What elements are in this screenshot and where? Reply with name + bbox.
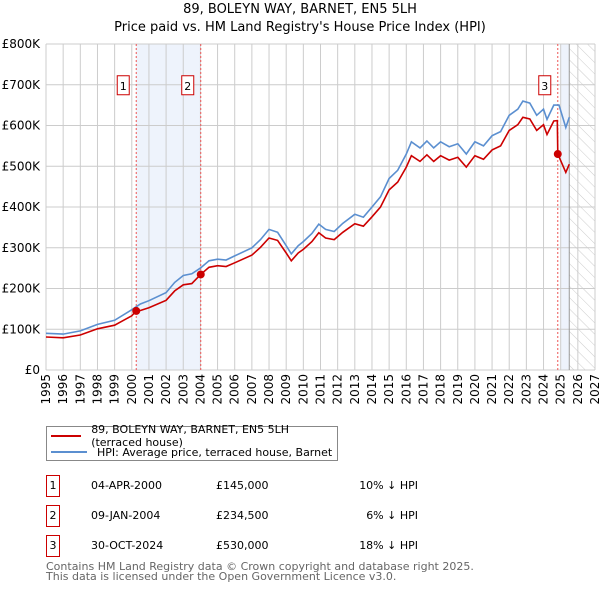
legend-label: HPI: Average price, terraced house, Barn… (97, 445, 333, 459)
x-tick-label: 2001 (142, 374, 156, 405)
legend: 89, BOLEYN WAY, BARNET, EN5 5LH (terrace… (46, 423, 338, 461)
x-tick-label: 2018 (434, 374, 448, 405)
footer-copyright: Contains HM Land Registry data © Crown c… (46, 560, 474, 573)
hpi-line (45, 100, 571, 335)
transaction-hpi-diff: 18% ↓ HPI (359, 539, 418, 552)
chart-subtitle: Price paid vs. HM Land Registry's House … (114, 20, 486, 35)
x-tick-label: 2004 (193, 374, 207, 405)
chart-title: 89, BOLEYN WAY, BARNET, EN5 5LH (183, 2, 417, 17)
transaction-marker (132, 306, 141, 315)
transaction-price: £145,000 (216, 479, 269, 492)
x-tick-label: 2027 (588, 374, 600, 405)
x-tick-label: 2021 (485, 374, 499, 405)
transaction-badge: 3 (46, 535, 60, 557)
x-tick-label: 2003 (176, 374, 190, 405)
x-tick-label: 2002 (159, 374, 173, 405)
transaction-badge-label: 3 (541, 80, 548, 93)
y-tick-label: £300K (2, 241, 42, 255)
x-tick-label: 1996 (56, 374, 70, 405)
x-tick-label: 2025 (554, 374, 568, 405)
transaction-marker (196, 270, 205, 279)
transaction-hpi-diff: 10% ↓ HPI (359, 479, 418, 492)
x-tick-label: 2022 (502, 374, 516, 405)
y-tick-label: £800K (2, 37, 42, 51)
transaction-row: 2 09-JAN-2004 £234,500 6% ↓ HPI (46, 505, 546, 527)
transaction-row: 3 30-OCT-2024 £530,000 18% ↓ HPI (46, 535, 546, 557)
y-tick-label: £200K (2, 282, 42, 296)
x-tick-label: 2007 (245, 374, 259, 405)
x-tick-label: 2012 (331, 374, 345, 405)
x-tick-label: 2020 (468, 374, 482, 405)
legend-item-hpi: HPI: Average price, terraced house, Barn… (51, 444, 332, 460)
y-tick-label: £500K (2, 159, 42, 173)
legend-swatch-blue (51, 451, 87, 453)
x-tick-label: 2000 (125, 374, 139, 405)
x-tick-label: 2024 (537, 374, 551, 405)
x-tick-label: 2010 (296, 374, 310, 405)
x-tick-label: 2016 (399, 374, 413, 405)
transaction-hpi-diff: 6% ↓ HPI (366, 509, 418, 522)
x-tick-label: 2005 (211, 374, 225, 405)
transaction-badge (181, 75, 195, 96)
x-tick-label: 2009 (279, 374, 293, 405)
transaction-date: 30-OCT-2024 (91, 539, 164, 552)
x-tick-label: 1998 (90, 374, 104, 405)
legend-item-property: 89, BOLEYN WAY, BARNET, EN5 5LH (terrace… (51, 423, 337, 449)
x-tick-label: 2008 (262, 374, 276, 405)
transaction-marker (553, 150, 562, 159)
x-tick-label: 2023 (519, 374, 533, 405)
x-tick-label: 1997 (73, 374, 87, 405)
transaction-badge: 1 (46, 475, 60, 497)
x-tick-label: 2006 (228, 374, 242, 405)
x-tick-label: 2011 (314, 374, 328, 405)
transaction-row: 1 04-APR-2000 £145,000 10% ↓ HPI (46, 475, 546, 497)
x-tick-label: 2017 (416, 374, 430, 405)
y-tick-label: £600K (2, 119, 42, 133)
x-tick-label: 2019 (451, 374, 465, 405)
y-tick-label: £700K (2, 78, 42, 92)
legend-label: 89, BOLEYN WAY, BARNET, EN5 5LH (terrace… (91, 423, 290, 449)
property-price-line (45, 116, 571, 339)
x-tick-label: 2013 (348, 374, 362, 405)
y-tick-label: £100K (2, 322, 42, 336)
y-tick-label: £400K (2, 200, 42, 214)
x-tick-label: 2014 (365, 374, 379, 405)
x-tick-label: 1999 (108, 374, 122, 405)
price-chart: 1995 1996 1997 1998 1999 2000 2001 2002 2003 2004… (2, 37, 600, 405)
transaction-badge: 2 (46, 505, 60, 527)
footer-licence: This data is licensed under the Open Gov… (46, 570, 397, 583)
x-tick-label: 2015 (382, 374, 396, 405)
transaction-badge (116, 75, 130, 96)
transaction-badge-label: 2 (184, 80, 191, 93)
transaction-badge-label: 1 (120, 80, 127, 93)
x-tick-label: 1995 (39, 374, 53, 405)
transaction-badge (538, 75, 552, 96)
transaction-date: 09-JAN-2004 (91, 509, 161, 522)
transaction-price: £530,000 (216, 539, 269, 552)
transaction-date: 04-APR-2000 (91, 479, 163, 492)
x-tick-label: 2026 (571, 374, 585, 405)
y-tick-label: £0 (25, 363, 40, 377)
transaction-price: £234,500 (216, 509, 269, 522)
legend-swatch-red (51, 435, 82, 437)
